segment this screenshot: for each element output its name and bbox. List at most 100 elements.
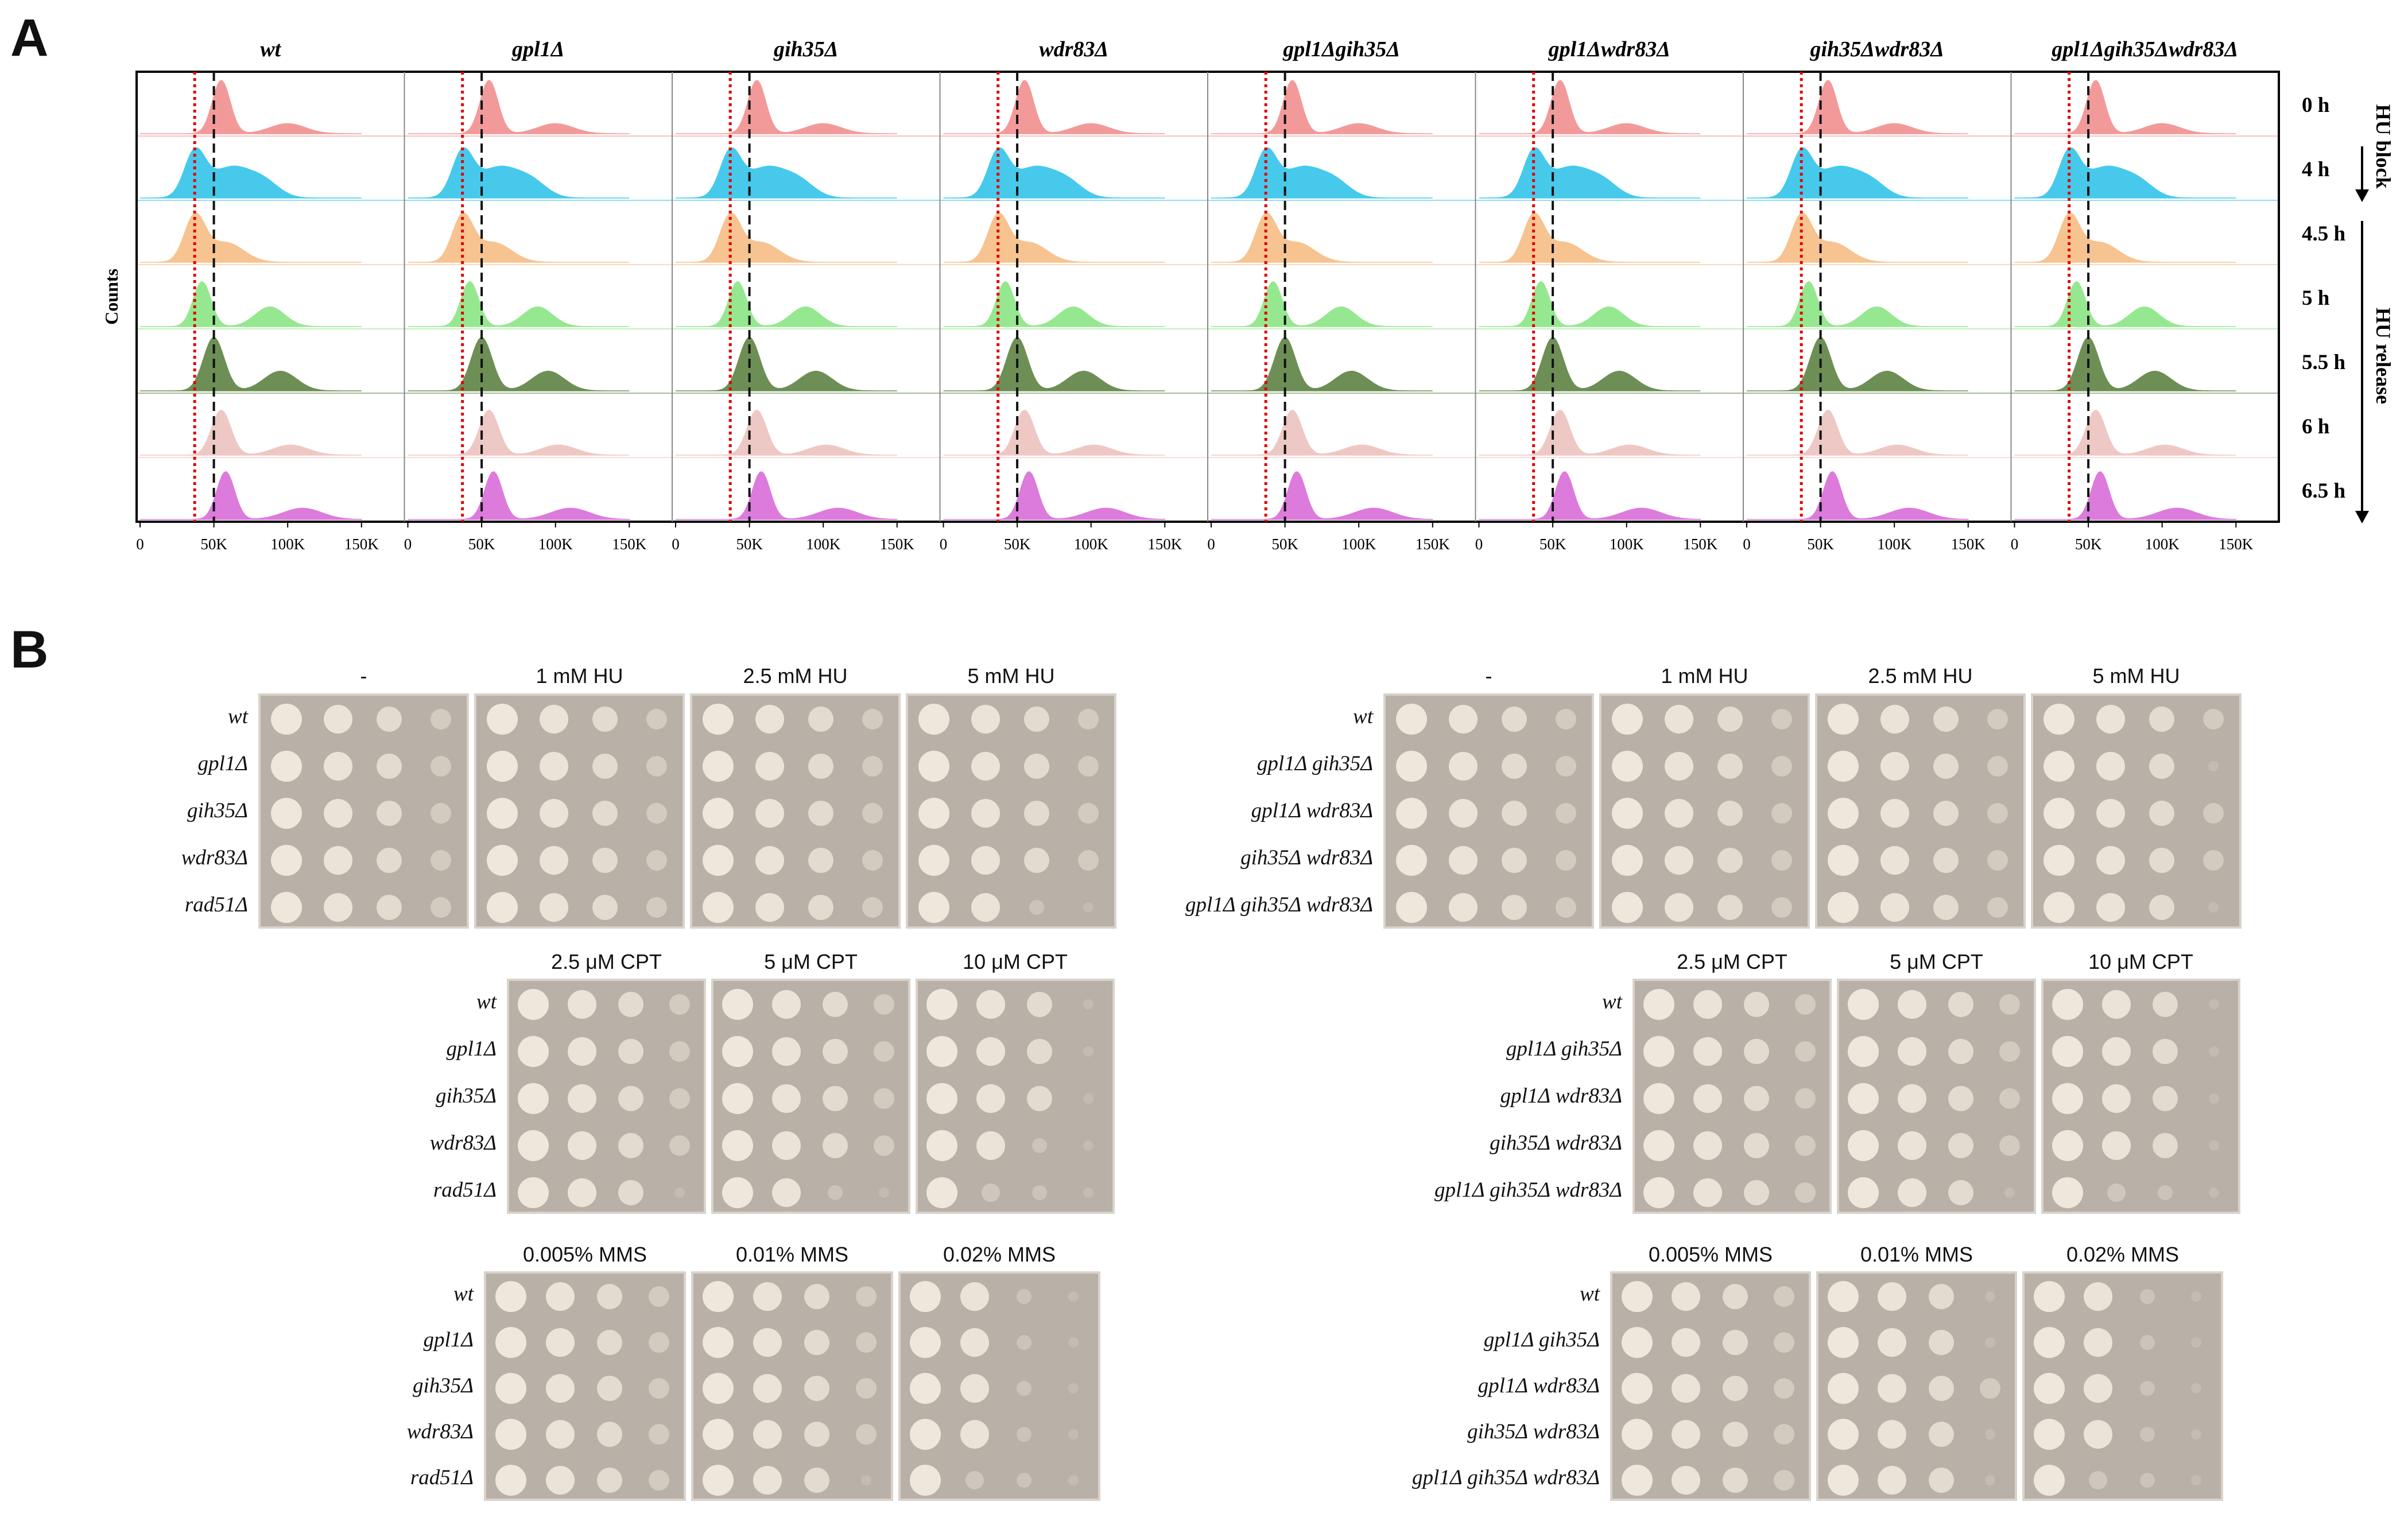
histogram-series (1479, 212, 1701, 263)
yeast-spot (646, 803, 668, 824)
agar-plate (1633, 979, 1832, 1214)
yeast-spot (1556, 803, 1577, 824)
condition-label: 2.5 μM CPT (1677, 950, 1787, 973)
yeast-spot (862, 897, 883, 918)
agar-plate (2022, 1271, 2223, 1501)
strain-label: gpl1Δ gih35Δ (1483, 1328, 1600, 1352)
time-label: 4 h (2302, 158, 2330, 181)
yeast-spot (703, 1419, 734, 1450)
yeast-spot (486, 751, 518, 782)
yeast-spot (270, 704, 302, 735)
yeast-spot (982, 1183, 1001, 1202)
yeast-spot (2208, 1188, 2219, 1198)
yeast-spot (1017, 1427, 1032, 1442)
histogram-series (676, 212, 897, 263)
yeast-spot (1880, 799, 1909, 828)
condition-label: - (1485, 664, 1492, 688)
histogram-series (1479, 281, 1701, 327)
x-tick-label: 0 (1207, 536, 1215, 553)
yeast-spot (1880, 752, 1909, 781)
yeast-spot (1643, 1177, 1675, 1208)
yeast-spot (1898, 1178, 1927, 1207)
yeast-spot (495, 1373, 526, 1404)
time-label: 5.5 h (2302, 351, 2346, 374)
yeast-spot (1948, 992, 1973, 1017)
yeast-spot (546, 1374, 575, 1403)
yeast-spot (1880, 893, 1909, 922)
strain-label: wt (453, 1282, 474, 1306)
yeast-spot (926, 989, 958, 1020)
yeast-spot (1898, 1131, 1927, 1160)
yeast-spot (518, 1130, 549, 1161)
yeast-spot (646, 897, 668, 918)
yeast-spot (568, 1037, 597, 1066)
yeast-spot (976, 990, 1006, 1019)
yeast-spot (926, 1177, 958, 1208)
yeast-spot (546, 1282, 575, 1311)
yeast-spot (1621, 1419, 1653, 1450)
yeast-spot (1999, 994, 2020, 1015)
x-tick-label: 150K (612, 536, 647, 553)
yeast-spot (1771, 803, 1793, 824)
yeast-spot (2043, 751, 2074, 782)
histogram-series (2014, 337, 2236, 391)
yeast-spot (2052, 1083, 2084, 1114)
yeast-spot (592, 754, 618, 779)
yeast-spot (1672, 1374, 1701, 1403)
yeast-spot (669, 1041, 690, 1062)
yeast-spot (1848, 1036, 1879, 1067)
yeast-spot (753, 1420, 782, 1449)
agar-plate (1610, 1271, 1811, 1501)
yeast-spot (323, 799, 352, 828)
yeast-spot (2096, 705, 2125, 734)
yeast-spot (1987, 850, 2008, 871)
yeast-spot (976, 1131, 1006, 1160)
yeast-spot (1395, 845, 1427, 876)
yeast-spot (1987, 803, 2008, 824)
yeast-spot (495, 1419, 526, 1450)
yeast-spot (1933, 707, 1959, 732)
yeast-spot (1032, 1185, 1047, 1200)
condition-label: 10 μM CPT (2088, 950, 2193, 973)
yeast-spot (2096, 752, 2125, 781)
strain-label: gpl1Δ wdr83Δ (1251, 799, 1373, 822)
yeast-spot (2208, 902, 2219, 913)
condition-label: 0.02% MMS (2066, 1243, 2180, 1266)
yeast-spot (822, 1086, 848, 1111)
agar-plate (2031, 693, 2242, 929)
yeast-spot (1643, 1083, 1675, 1114)
yeast-spot (804, 1468, 829, 1493)
yeast-spot (1743, 1039, 1769, 1064)
histogram-series (1211, 212, 1433, 263)
yeast-spot (804, 1376, 829, 1401)
yeast-spot (1024, 707, 1050, 732)
yeast-spot (703, 1465, 734, 1496)
yeast-spot (2102, 1037, 2131, 1066)
strain-label: wt (1353, 705, 1373, 728)
yeast-spot (1556, 850, 1577, 871)
yeast-spot (2004, 1188, 2015, 1198)
yeast-spot (649, 1378, 669, 1399)
yeast-spot (1771, 850, 1793, 871)
yeast-spot (518, 1177, 549, 1208)
strain-label: gpl1Δ (197, 752, 249, 775)
yeast-spot (703, 1327, 734, 1358)
yeast-spot (568, 1131, 597, 1160)
agar-plate (1599, 693, 1810, 929)
strain-label: gih35Δ (436, 1084, 497, 1108)
yeast-spot (1999, 1135, 2020, 1156)
yeast-spot (753, 1466, 782, 1495)
yeast-spot (971, 893, 1000, 922)
histogram-series (2014, 212, 2236, 263)
yeast-spot (808, 801, 834, 826)
yeast-spot (669, 1088, 690, 1109)
yeast-spot (918, 892, 949, 923)
yeast-spot (878, 1188, 889, 1198)
yeast-spot (1556, 897, 1577, 918)
yeast-spot (2102, 990, 2131, 1019)
histogram-series (1747, 409, 1968, 456)
yeast-spot (1928, 1284, 1954, 1309)
yeast-spot (755, 705, 784, 734)
yeast-spot (926, 1083, 958, 1114)
strain-label: gih35Δ (187, 799, 248, 822)
